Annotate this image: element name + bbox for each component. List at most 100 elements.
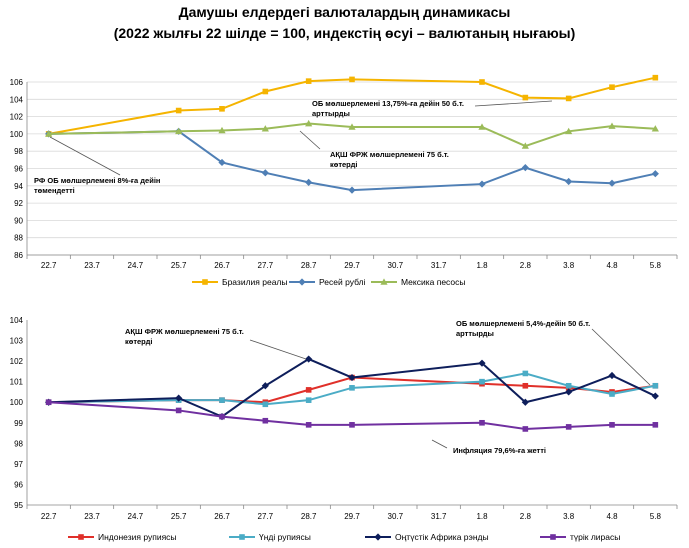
y-tick-label: 95 bbox=[14, 501, 23, 510]
data-point bbox=[565, 177, 573, 186]
data-point bbox=[479, 79, 485, 85]
x-tick-label: 30.7 bbox=[388, 512, 404, 521]
y-tick-label: 97 bbox=[14, 460, 23, 469]
annotation: АҚШ ФРЖ мөлшерлемені 75 б.т.көтерді bbox=[125, 327, 307, 360]
y-tick-label: 101 bbox=[10, 378, 24, 387]
data-point bbox=[608, 122, 616, 129]
x-tick-label: 23.7 bbox=[84, 261, 100, 270]
data-point bbox=[45, 130, 53, 137]
bottom-line-chart: 95 96 97 98 99 100 101 102 103 104 22.7 23.7 24.7 25.… bbox=[10, 316, 678, 542]
annotation-line bbox=[49, 136, 121, 176]
legend-item: Ресей рублі bbox=[289, 277, 366, 287]
x-tick-label: 26.7 bbox=[214, 261, 230, 270]
chart-subtitle: (2022 жылғы 22 шілде = 100, индекстің өс… bbox=[113, 25, 576, 41]
y-tick-label: 106 bbox=[10, 78, 24, 87]
y-tick-label: 96 bbox=[14, 480, 23, 489]
y-tick-label: 99 bbox=[14, 419, 23, 428]
data-point bbox=[218, 158, 226, 167]
data-point bbox=[348, 186, 356, 194]
annotation-line bbox=[299, 130, 321, 150]
annotation-text: АҚШ ФРЖ мөлшерлемені 75 б.т. bbox=[125, 327, 244, 336]
data-point bbox=[521, 142, 529, 149]
legend-marker bbox=[78, 534, 84, 540]
data-point bbox=[479, 378, 485, 385]
series-3 bbox=[45, 399, 659, 432]
data-point bbox=[349, 422, 355, 428]
x-tick-label: 4.8 bbox=[606, 512, 618, 521]
legend-marker bbox=[298, 278, 306, 286]
legend-item: Индонезия рупиясы bbox=[68, 532, 177, 542]
legend-label: Бразилия реалы bbox=[222, 277, 288, 287]
x-tick-label: 2.8 bbox=[520, 512, 532, 521]
annotation-text: көтерді bbox=[330, 160, 357, 169]
data-point bbox=[521, 398, 529, 406]
data-point bbox=[479, 419, 485, 426]
data-point bbox=[175, 127, 183, 135]
annotation: АҚШ ФРЖ мөлшерлемені 75 б.т.көтерді bbox=[299, 130, 449, 169]
legend-label: Үнді рупиясы bbox=[259, 532, 311, 542]
series-2 bbox=[45, 119, 659, 149]
y-tick-label: 100 bbox=[10, 398, 24, 407]
x-tick-label: 5.8 bbox=[650, 261, 662, 270]
data-point bbox=[305, 119, 313, 127]
legend-marker bbox=[239, 534, 245, 540]
x-tick-label: 5.8 bbox=[650, 512, 662, 521]
data-point bbox=[565, 424, 572, 430]
y-tick-label: 103 bbox=[10, 337, 24, 346]
legend-label: түрік лирасы bbox=[570, 532, 620, 542]
data-point bbox=[478, 123, 486, 130]
legend-item: Мексика песосы bbox=[371, 277, 465, 287]
data-point bbox=[565, 95, 572, 102]
annotation: Инфляция 79,6%-ға жетті bbox=[431, 439, 546, 455]
legend-label: Мексика песосы bbox=[401, 277, 465, 287]
legend-marker bbox=[550, 534, 556, 540]
data-point bbox=[522, 94, 529, 101]
data-point bbox=[522, 370, 529, 377]
x-tick-label: 25.7 bbox=[171, 512, 187, 521]
y-tick-label: 98 bbox=[14, 147, 23, 156]
data-point bbox=[478, 180, 486, 188]
data-point bbox=[218, 126, 226, 134]
data-point bbox=[262, 401, 269, 408]
data-point bbox=[609, 422, 615, 428]
y-tick-label: 90 bbox=[14, 216, 23, 225]
legend-label: Ресей рублі bbox=[319, 277, 366, 287]
data-point bbox=[651, 392, 659, 400]
x-tick-label: 27.7 bbox=[258, 512, 274, 521]
annotation-text: арттырды bbox=[312, 109, 350, 118]
legend-label: Оңтүстік Африка рэнды bbox=[395, 532, 489, 542]
y-tick-label: 86 bbox=[14, 251, 23, 260]
x-tick-label: 28.7 bbox=[301, 512, 317, 521]
y-tick-label: 104 bbox=[10, 95, 24, 104]
x-tick-label: 29.7 bbox=[344, 512, 360, 521]
x-tick-label: 30.7 bbox=[388, 261, 404, 270]
x-tick-label: 24.7 bbox=[128, 512, 144, 521]
data-point bbox=[305, 78, 312, 84]
data-point bbox=[651, 170, 659, 178]
x-tick-label: 31.7 bbox=[431, 512, 447, 521]
data-point bbox=[45, 399, 52, 406]
x-tick-label: 1.8 bbox=[476, 261, 488, 270]
data-point bbox=[219, 106, 225, 112]
x-tick-label: 3.8 bbox=[563, 261, 575, 270]
x-tick-label: 27.7 bbox=[258, 261, 274, 270]
data-point bbox=[219, 397, 225, 403]
annotation: ОБ мөлшерлемені 13,75%-ға дейін 50 б.т.а… bbox=[312, 99, 553, 118]
annotation-line bbox=[249, 339, 307, 360]
x-tick-label: 22.7 bbox=[41, 261, 57, 270]
legend-marker bbox=[374, 533, 382, 541]
data-point bbox=[349, 385, 355, 391]
x-tick-label: 25.7 bbox=[171, 261, 187, 270]
annotation-text: АҚШ ФРЖ мөлшерлемені 75 б.т. bbox=[330, 150, 449, 159]
legend-item: Үнді рупиясы bbox=[229, 532, 311, 542]
data-point bbox=[522, 426, 529, 432]
data-point bbox=[261, 125, 269, 132]
x-tick-label: 26.7 bbox=[214, 512, 230, 521]
data-point bbox=[175, 107, 182, 114]
annotation-text: ОБ мөлшерлемені 5,4%-дейін 50 б.т. bbox=[456, 319, 590, 328]
data-point bbox=[652, 422, 659, 428]
data-point bbox=[261, 169, 269, 177]
x-tick-label: 1.8 bbox=[476, 512, 488, 521]
annotation-text: РФ ОБ мөлшерлемені 8%-ға дейін bbox=[34, 176, 160, 185]
